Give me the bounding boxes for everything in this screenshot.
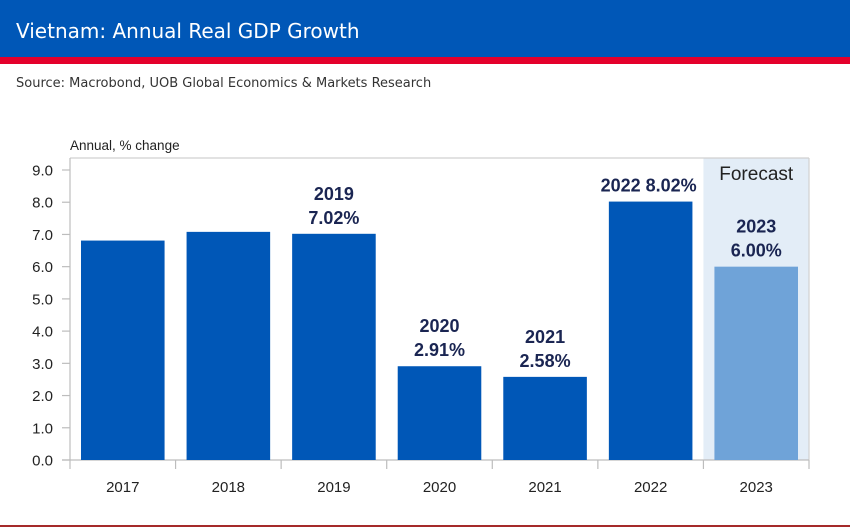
data-label-year: 2019 xyxy=(314,184,354,204)
bar-2019 xyxy=(292,233,376,460)
y-tick-label: 9.0 xyxy=(32,163,53,180)
x-tick-label: 2020 xyxy=(423,479,456,496)
y-tick-label: 7.0 xyxy=(32,227,53,244)
title-banner xyxy=(0,0,850,57)
title-banner-accent xyxy=(0,57,850,64)
bar-2020 xyxy=(397,366,482,460)
bar-2023 xyxy=(714,266,798,460)
chart-title: Vietnam: Annual Real GDP Growth xyxy=(16,19,360,43)
data-label-year-value: 2022 8.02% xyxy=(601,176,697,196)
data-label-year: 2021 xyxy=(525,327,565,347)
y-tick-label: 3.0 xyxy=(32,356,53,373)
bottom-divider xyxy=(0,525,850,527)
y-tick-label: 6.0 xyxy=(32,259,53,276)
x-tick-label: 2018 xyxy=(212,479,245,496)
x-tick-label: 2021 xyxy=(528,479,561,496)
data-label-value: 2.91% xyxy=(414,340,465,360)
y-tick-label: 5.0 xyxy=(32,291,53,308)
forecast-label: Forecast xyxy=(719,164,794,185)
x-tick-label: 2022 xyxy=(634,479,667,496)
y-tick-label: 0.0 xyxy=(32,453,53,470)
data-label-value: 6.00% xyxy=(731,241,782,261)
x-tick-label: 2023 xyxy=(740,479,773,496)
data-label-value: 7.02% xyxy=(308,208,359,228)
y-tick-label: 8.0 xyxy=(32,195,53,212)
bar-2022 xyxy=(608,201,693,461)
y-tick-label: 1.0 xyxy=(32,420,53,437)
y-tick-label: 2.0 xyxy=(32,388,53,405)
bar-2018 xyxy=(186,231,271,460)
data-label-year: 2023 xyxy=(736,217,776,237)
source-note: Source: Macrobond, UOB Global Economics … xyxy=(16,76,432,91)
data-label-value: 2.58% xyxy=(520,351,571,371)
y-axis-unit-label: Annual, % change xyxy=(70,138,180,153)
bar-2017 xyxy=(81,240,165,460)
x-tick-label: 2019 xyxy=(317,479,350,496)
data-label-year: 2020 xyxy=(419,316,459,336)
x-tick-label: 2017 xyxy=(106,479,139,496)
bar-2021 xyxy=(503,376,587,460)
y-tick-label: 4.0 xyxy=(32,324,53,341)
